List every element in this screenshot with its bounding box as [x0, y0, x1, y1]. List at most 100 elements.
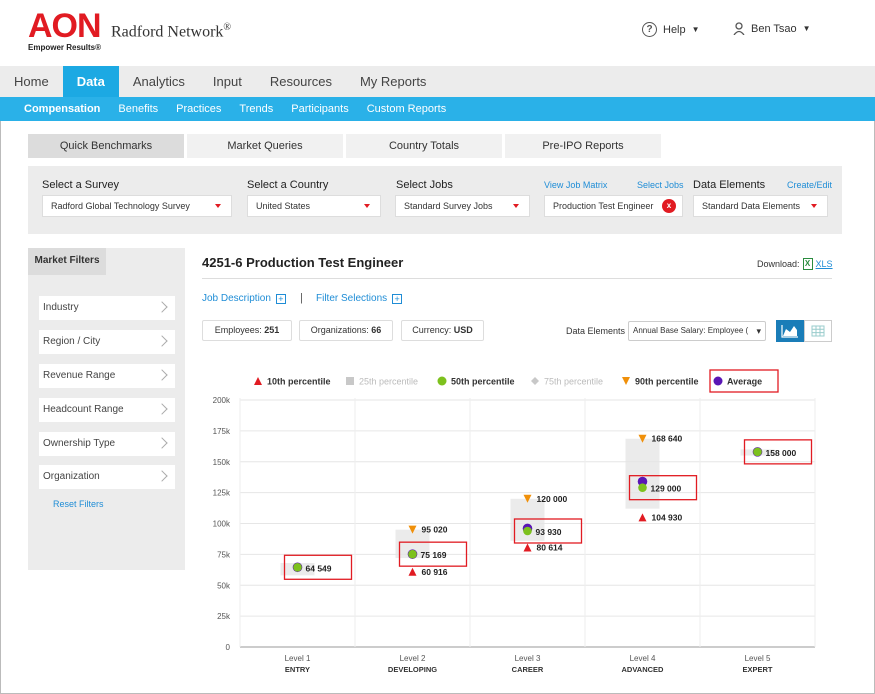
view-job-matrix-link[interactable]: View Job Matrix: [544, 180, 608, 190]
y-tick-label: 25k: [217, 612, 231, 621]
nav-analytics[interactable]: Analytics: [132, 74, 185, 89]
subnav-custom-reports[interactable]: Custom Reports: [366, 103, 447, 115]
subnav-benefits[interactable]: Benefits: [118, 103, 159, 115]
y-tick-label: 100k: [213, 520, 231, 529]
p10-label: 60 916: [422, 567, 448, 577]
job-description-toggle[interactable]: Job Description +: [202, 293, 286, 304]
median-highlight: [398, 541, 468, 567]
nav-data[interactable]: Data: [62, 66, 119, 97]
filter-organization[interactable]: Organization: [39, 465, 175, 489]
median-highlight: [513, 518, 583, 544]
area-chart-icon: [781, 325, 798, 338]
create-edit-link[interactable]: Create/Edit: [787, 180, 833, 190]
y-tick-label: 175k: [213, 427, 231, 436]
aon-logo[interactable]: AON Empower Results®: [28, 9, 102, 52]
x-tick-label: Level 1: [285, 654, 311, 663]
nav-resources[interactable]: Resources: [269, 74, 332, 89]
p50-label: 129 000: [651, 484, 682, 494]
p50-label: 75 169: [421, 550, 447, 560]
p90-label: 120 000: [537, 494, 568, 504]
median-highlight: [628, 475, 698, 501]
p50-label: 93 930: [536, 527, 562, 537]
job-description-label: Job Description: [202, 293, 271, 304]
tab-market-queries[interactable]: Market Queries: [187, 134, 343, 158]
table-view-button[interactable]: [804, 320, 832, 342]
survey-select[interactable]: Radford Global Technology Survey: [42, 195, 232, 217]
chart-data-elements-label: Data Elements: [566, 326, 626, 336]
market-filters-title[interactable]: Market Filters: [28, 248, 106, 275]
p10-marker: [408, 567, 417, 576]
tab-pre-ipo-reports[interactable]: Pre-IPO Reports: [505, 134, 661, 158]
registered-mark: ®: [223, 22, 232, 33]
legend-label: 75th percentile: [544, 377, 603, 387]
subnav-participants[interactable]: Participants: [291, 103, 349, 115]
data-elements-select[interactable]: Standard Data Elements: [693, 195, 828, 217]
nav-input[interactable]: Input: [212, 74, 242, 89]
survey-value: Radford Global Technology Survey: [51, 201, 190, 211]
filter-industry[interactable]: Industry: [39, 296, 175, 320]
product-name: Radford Network®: [111, 22, 231, 41]
jobs-select[interactable]: Standard Survey Jobs: [395, 195, 530, 217]
reset-filters-link[interactable]: Reset Filters: [53, 499, 104, 509]
country-label: Select a Country: [247, 179, 329, 191]
chevron-right-icon: [156, 437, 168, 449]
nav-home[interactable]: Home: [14, 74, 49, 89]
tab-country-totals[interactable]: Country Totals: [346, 134, 502, 158]
market-filters-panel: Market Filters Industry Region / City Re…: [28, 248, 185, 570]
filter-ownership-type[interactable]: Ownership Type: [39, 432, 175, 456]
job-chip-label: Production Test Engineer: [553, 201, 654, 211]
filter-label: Headcount Range: [43, 404, 124, 415]
filter-headcount-range[interactable]: Headcount Range: [39, 398, 175, 422]
x-tick-label: Level 2: [400, 654, 426, 663]
remove-job-icon[interactable]: x: [662, 199, 676, 213]
benchmark-chart: 10th percentile 25th percentile 50th perce…: [213, 369, 816, 674]
y-tick-label: 50k: [217, 581, 231, 590]
x-tick-sublabel: DEVELOPING: [388, 665, 437, 674]
chart-data-elements-value: Annual Base Salary: Employee (: [633, 326, 749, 335]
user-name: Ben Tsao: [751, 22, 797, 35]
currency-badge: Currency: USD: [401, 320, 484, 341]
chevron-right-icon: [156, 335, 168, 347]
job-title: 4251-6 Production Test Engineer: [202, 255, 404, 270]
caret-down-icon: [811, 204, 817, 208]
filter-revenue-range[interactable]: Revenue Range: [39, 364, 175, 388]
y-tick-label: 150k: [213, 458, 231, 467]
jobs-label: Select Jobs: [396, 179, 453, 191]
subnav-compensation[interactable]: Compensation: [24, 103, 101, 115]
data-elements-label: Data Elements: [693, 179, 766, 191]
caret-down-icon: [364, 204, 370, 208]
download-xls-link[interactable]: XLS: [815, 259, 833, 269]
chevron-down-icon: ▼: [691, 25, 700, 34]
p90-marker: [408, 525, 417, 534]
p50-label: 64 549: [306, 563, 332, 573]
survey-label: Select a Survey: [42, 179, 120, 191]
subnav-trends[interactable]: Trends: [239, 103, 274, 115]
chart-view-button[interactable]: [776, 320, 804, 342]
p10-label: 104 930: [652, 512, 683, 522]
organizations-count: Organizations: 66: [299, 320, 393, 341]
p50-marker: [523, 526, 532, 536]
employees-value: 251: [264, 325, 280, 335]
average-marker: [637, 476, 648, 487]
filter-label: Industry: [43, 302, 79, 313]
user-menu[interactable]: Ben Tsao ▼: [733, 22, 811, 35]
tab-quick-benchmarks[interactable]: Quick Benchmarks: [28, 134, 184, 158]
nav-my-reports[interactable]: My Reports: [359, 74, 427, 89]
filter-region-city[interactable]: Region / City: [39, 330, 175, 354]
job-chip: Production Test Engineer x: [544, 195, 683, 217]
select-jobs-link[interactable]: Select Jobs: [637, 180, 684, 190]
chart-data-elements-select[interactable]: Annual Base Salary: Employee (▾: [628, 321, 766, 341]
help-menu[interactable]: ? Help ▼: [642, 22, 700, 37]
data-elements-value: Standard Data Elements: [702, 201, 801, 211]
p10-label: 80 614: [537, 542, 563, 552]
p50-label: 158 000: [766, 448, 797, 458]
legend-marker: [254, 377, 262, 385]
subnav-practices[interactable]: Practices: [176, 103, 222, 115]
filter-selections-toggle[interactable]: Filter Selections +: [316, 293, 403, 304]
filter-selections-label: Filter Selections: [316, 293, 388, 304]
filter-label: Ownership Type: [43, 438, 116, 449]
p50-marker: [293, 562, 302, 572]
x-tick-label: Level 4: [630, 654, 656, 663]
country-select[interactable]: United States: [247, 195, 381, 217]
help-label: Help: [663, 23, 686, 36]
